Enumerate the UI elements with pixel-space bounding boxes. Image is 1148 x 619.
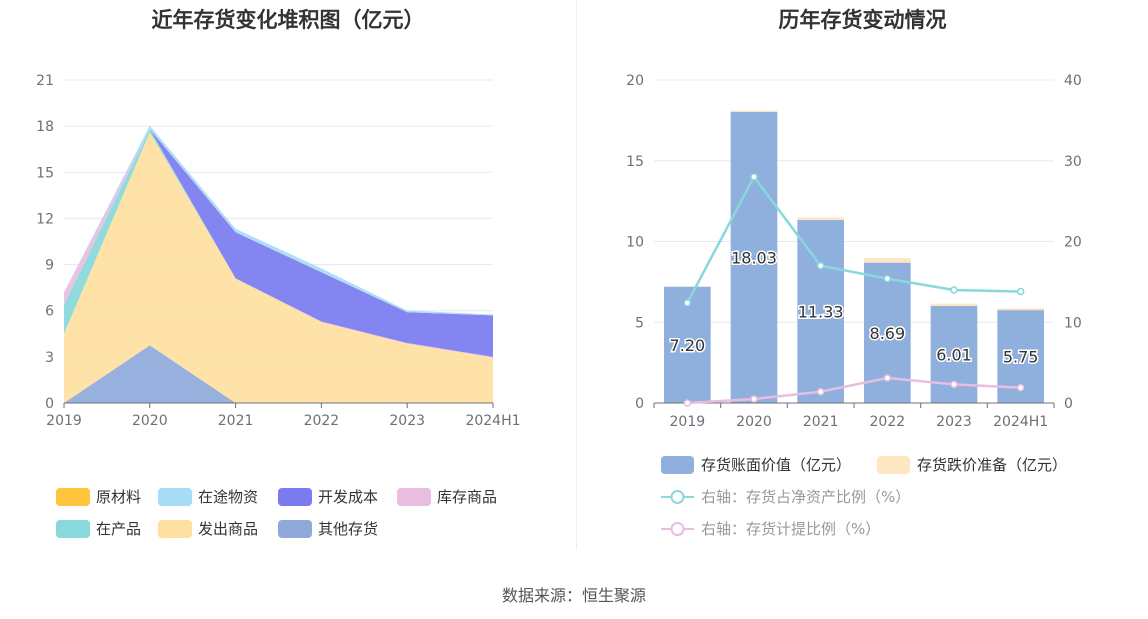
x-tick-label: 2021 <box>218 413 254 429</box>
bar-impairment-provision <box>797 217 844 221</box>
legend-label: 开发成本 <box>318 488 378 506</box>
y-tick-label: 6 <box>45 304 54 320</box>
left-y-tick-label: 15 <box>626 154 644 170</box>
legend-swatch <box>278 488 312 506</box>
x-tick-label: 2024H1 <box>465 413 520 429</box>
legend-swatch <box>397 488 431 506</box>
bar-book-value <box>797 220 844 403</box>
left-chart-panel: 近年存货变化堆积图（亿元） 0 3 6 9 12 15 18 21 2019 2020 2021 20… <box>0 0 576 555</box>
x-tick-label: 2022 <box>870 414 906 430</box>
x-tick-label: 2023 <box>936 414 972 430</box>
line-point <box>950 380 958 389</box>
line-point <box>883 374 892 382</box>
y-tick-label: 12 <box>36 211 54 227</box>
right-y-tick-label: 40 <box>1064 73 1082 89</box>
line-point <box>816 261 825 270</box>
legend-label: 存货跌价准备（亿元） <box>917 456 1067 474</box>
legend-swatch <box>158 488 192 506</box>
line-point <box>683 299 692 307</box>
line-point <box>883 274 892 283</box>
legend-label: 发出商品 <box>198 520 258 538</box>
legend-swatch <box>158 520 192 538</box>
left-y-tick-label: 10 <box>626 235 644 251</box>
bar-data-label: 18.03 <box>731 248 777 267</box>
line-point <box>1016 287 1025 296</box>
y-tick-label: 3 <box>45 350 54 366</box>
legend-swatch <box>278 520 312 538</box>
left-y-tick-label: 0 <box>635 396 644 412</box>
legend-swatch-marker <box>670 522 685 536</box>
line-point <box>750 395 758 403</box>
area-series <box>64 132 493 404</box>
right-chart-panel: 历年存货变动情况 0 5 10 15 20 0 10 20 30 40 2019 2020 2021 20… <box>577 0 1148 555</box>
legend-label: 其他存货 <box>318 520 378 538</box>
legend-swatch <box>56 520 90 538</box>
bar-data-label: 11.33 <box>798 303 844 322</box>
legend-swatch-marker <box>670 490 685 504</box>
legend-label: 在产品 <box>96 520 141 538</box>
data-source-note: 数据来源：恒生聚源 <box>501 586 646 605</box>
legend-label: 库存商品 <box>437 488 497 506</box>
line-point <box>816 387 825 396</box>
left-y-tick-label: 20 <box>626 73 644 89</box>
x-tick-label: 2022 <box>304 413 340 429</box>
bar-data-label: 6.01 <box>936 345 972 364</box>
right-y-tick-label: 30 <box>1064 154 1082 170</box>
y-tick-label: 0 <box>45 396 54 412</box>
x-tick-label: 2021 <box>803 414 839 430</box>
legend-swatch <box>661 456 694 474</box>
line-point <box>950 286 958 294</box>
stacked-area-chart: 0 3 6 9 12 15 18 21 2019 2020 2021 2022 2023 2024H1 原材… <box>36 73 521 538</box>
left-y-tick-label: 5 <box>635 315 644 331</box>
area-series <box>64 129 493 357</box>
legend-label: 存货账面价值（亿元） <box>701 456 851 474</box>
x-tick-label: 2019 <box>670 414 706 430</box>
panel-divider <box>576 0 577 550</box>
y-tick-label: 9 <box>45 258 54 274</box>
legend-swatch <box>56 488 90 506</box>
bar-impairment-provision <box>930 303 978 306</box>
x-tick-label: 2019 <box>46 413 82 429</box>
line-series <box>687 376 1021 405</box>
x-tick-label: 2020 <box>736 414 772 430</box>
bar-data-label: 8.69 <box>870 324 906 343</box>
line-point <box>750 173 758 181</box>
legend-swatch <box>877 456 910 474</box>
line-point <box>683 399 692 407</box>
bar-impairment-provision <box>730 110 778 112</box>
legend-label: 右轴：存货占净资产比例（%） <box>701 488 910 506</box>
x-tick-label: 2020 <box>132 413 168 429</box>
bar-impairment-provision <box>997 308 1044 311</box>
bar-line-combo-chart: 0 5 10 15 20 0 10 20 30 40 2019 2020 2021 2022 2023 202… <box>626 73 1082 538</box>
area-series <box>64 345 493 403</box>
x-tick-label: 2023 <box>389 413 425 429</box>
bar-impairment-provision <box>864 258 911 263</box>
left-chart-title: 近年存货变化堆积图（亿元） <box>151 8 425 32</box>
bar-data-label: 5.75 <box>1003 348 1039 367</box>
y-tick-label: 15 <box>36 165 54 181</box>
x-tick-label: 2024H1 <box>993 414 1048 430</box>
right-y-tick-label: 20 <box>1064 235 1082 251</box>
y-tick-label: 21 <box>36 73 54 89</box>
legend-label: 右轴：存货计提比例（%） <box>701 520 880 538</box>
bar-data-label: 7.20 <box>670 336 706 355</box>
line-point <box>1016 383 1025 392</box>
bar-book-value <box>730 111 778 404</box>
right-y-tick-label: 10 <box>1064 315 1082 331</box>
legend-label: 原材料 <box>96 488 141 506</box>
y-tick-label: 18 <box>36 119 54 135</box>
legend-label: 在途物资 <box>198 488 258 506</box>
right-chart-title: 历年存货变动情况 <box>778 8 947 32</box>
right-y-tick-label: 0 <box>1064 396 1073 412</box>
line-series <box>686 174 1021 304</box>
